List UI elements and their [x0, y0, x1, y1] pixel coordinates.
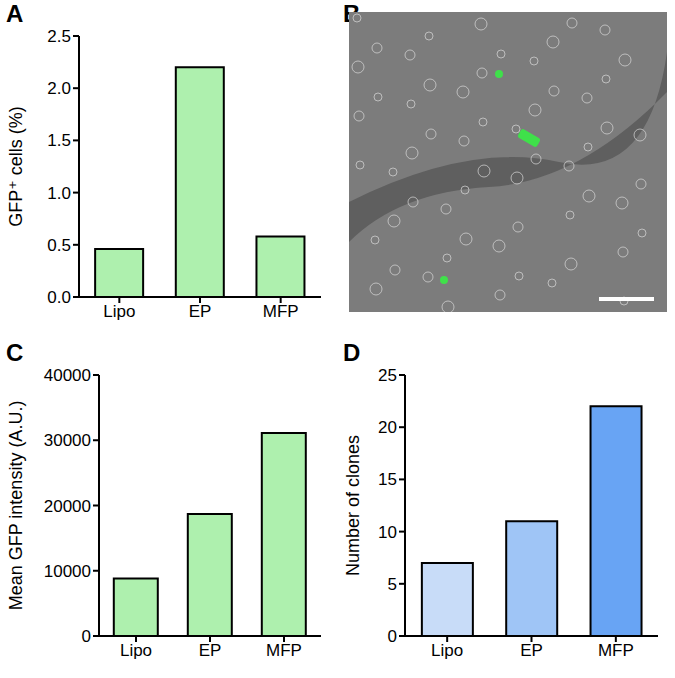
svg-text:EP: EP — [520, 641, 543, 660]
svg-text:15: 15 — [378, 470, 397, 489]
svg-text:40000: 40000 — [44, 366, 91, 385]
html-text:C: C — [6, 339, 24, 366]
svg-text:2.0: 2.0 — [47, 79, 71, 98]
svg-text:Lipo: Lipo — [431, 641, 463, 660]
svg-text:0.5: 0.5 — [47, 236, 71, 255]
svg-text:1.0: 1.0 — [47, 184, 71, 203]
svg-text:10: 10 — [378, 523, 397, 542]
svg-text:30000: 30000 — [44, 431, 91, 450]
svg-text:EP: EP — [189, 302, 212, 321]
svg-text:0: 0 — [388, 627, 397, 646]
svg-text:Lipo: Lipo — [120, 641, 152, 660]
svg-text:2.5: 2.5 — [47, 27, 71, 46]
svg-text:MFP: MFP — [266, 641, 302, 660]
svg-text:10000: 10000 — [44, 562, 91, 581]
svg-text:MFP: MFP — [263, 302, 299, 321]
svg-text:20000: 20000 — [44, 497, 91, 516]
svg-text:Lipo: Lipo — [103, 302, 135, 321]
html-text:B: B — [343, 0, 361, 27]
svg-text:0.0: 0.0 — [47, 288, 71, 307]
svg-text:0: 0 — [82, 627, 91, 646]
svg-text:1.5: 1.5 — [47, 131, 71, 150]
svg-text:GFP⁺ cells (%): GFP⁺ cells (%) — [6, 106, 26, 227]
svg-text:25: 25 — [378, 366, 397, 385]
svg-text:20: 20 — [378, 418, 397, 437]
svg-text:Mean GFP intensity (A.U.): Mean GFP intensity (A.U.) — [6, 401, 26, 611]
svg-text:Number of clones: Number of clones — [343, 435, 363, 576]
svg-text:5: 5 — [388, 575, 397, 594]
svg-text:EP: EP — [199, 641, 222, 660]
html-text:D: D — [343, 339, 361, 366]
svg-text:MFP: MFP — [598, 641, 634, 660]
html-text:A: A — [6, 0, 24, 27]
